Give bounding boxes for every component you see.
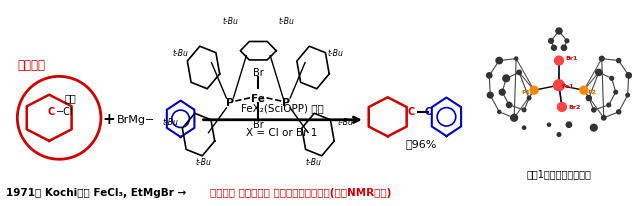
Text: BrMg−: BrMg− (117, 115, 156, 125)
Text: 触婁1の結晶中分子構造: 触婁1の結晶中分子構造 (527, 169, 591, 179)
Text: C: C (47, 107, 55, 117)
Text: t-Bu: t-Bu (305, 158, 321, 167)
Text: Fe: Fe (252, 94, 265, 104)
Text: FeX₂(SciOPP) 触婁: FeX₂(SciOPP) 触婁 (241, 103, 324, 113)
Text: 炭化水素: 炭化水素 (17, 59, 45, 72)
Circle shape (586, 96, 591, 101)
Circle shape (557, 133, 561, 136)
Text: P1: P1 (522, 90, 531, 95)
Circle shape (503, 75, 509, 82)
Circle shape (496, 57, 502, 64)
Circle shape (486, 73, 492, 78)
Circle shape (626, 73, 632, 78)
Circle shape (565, 39, 569, 43)
Circle shape (522, 108, 526, 112)
Circle shape (600, 56, 604, 61)
Circle shape (557, 103, 566, 111)
Circle shape (556, 28, 562, 34)
Circle shape (607, 103, 611, 107)
Text: 低収率， 低選択性， 反応機構研究が困難(溶液NMR不可): 低収率， 低選択性， 反応機構研究が困難(溶液NMR不可) (211, 188, 392, 198)
Circle shape (602, 116, 606, 120)
Circle shape (498, 110, 500, 113)
Circle shape (626, 93, 629, 97)
Circle shape (517, 70, 522, 75)
Text: t-Bu: t-Bu (163, 118, 179, 127)
Text: 塩素: 塩素 (64, 93, 76, 103)
Circle shape (596, 69, 602, 76)
Circle shape (506, 102, 512, 108)
Circle shape (610, 76, 614, 80)
Text: P2: P2 (588, 90, 596, 95)
Circle shape (616, 59, 621, 63)
Text: −Cl: −Cl (56, 107, 74, 117)
Circle shape (591, 124, 597, 131)
Text: t-Bu: t-Bu (196, 158, 211, 167)
Text: +: + (102, 112, 115, 127)
Text: t-Bu: t-Bu (328, 49, 344, 58)
Text: 1971年 Kochi法： FeCl₃, EtMgBr →: 1971年 Kochi法： FeCl₃, EtMgBr → (6, 188, 187, 198)
Text: Fe1: Fe1 (561, 84, 573, 89)
Text: t-Bu: t-Bu (278, 17, 294, 26)
Circle shape (614, 90, 618, 94)
Text: t-Bu: t-Bu (338, 118, 354, 127)
Circle shape (530, 86, 538, 94)
Circle shape (499, 89, 505, 95)
Circle shape (511, 114, 518, 121)
Text: X = Cl or Br 1: X = Cl or Br 1 (246, 128, 318, 138)
Text: t-Bu: t-Bu (223, 17, 238, 26)
Text: Br1: Br1 (565, 56, 577, 61)
Text: ～96%: ～96% (406, 139, 437, 149)
Circle shape (566, 122, 572, 127)
Circle shape (515, 57, 518, 60)
Circle shape (522, 126, 525, 129)
Circle shape (592, 108, 596, 112)
Circle shape (580, 86, 588, 94)
Circle shape (616, 110, 621, 114)
Circle shape (547, 123, 550, 126)
Circle shape (554, 80, 564, 91)
Text: Br: Br (253, 120, 264, 130)
Text: P: P (282, 98, 290, 108)
Circle shape (552, 45, 557, 50)
Text: C: C (425, 107, 432, 117)
Text: Br2: Br2 (568, 105, 580, 110)
Text: C: C (408, 107, 415, 117)
Text: P: P (227, 98, 234, 108)
Bar (479, 6, 634, 169)
Circle shape (554, 56, 563, 65)
Circle shape (487, 92, 493, 98)
Circle shape (548, 39, 554, 43)
Circle shape (561, 45, 566, 50)
Text: t-Bu: t-Bu (173, 49, 189, 58)
Text: Br: Br (253, 68, 264, 78)
Circle shape (527, 96, 531, 100)
